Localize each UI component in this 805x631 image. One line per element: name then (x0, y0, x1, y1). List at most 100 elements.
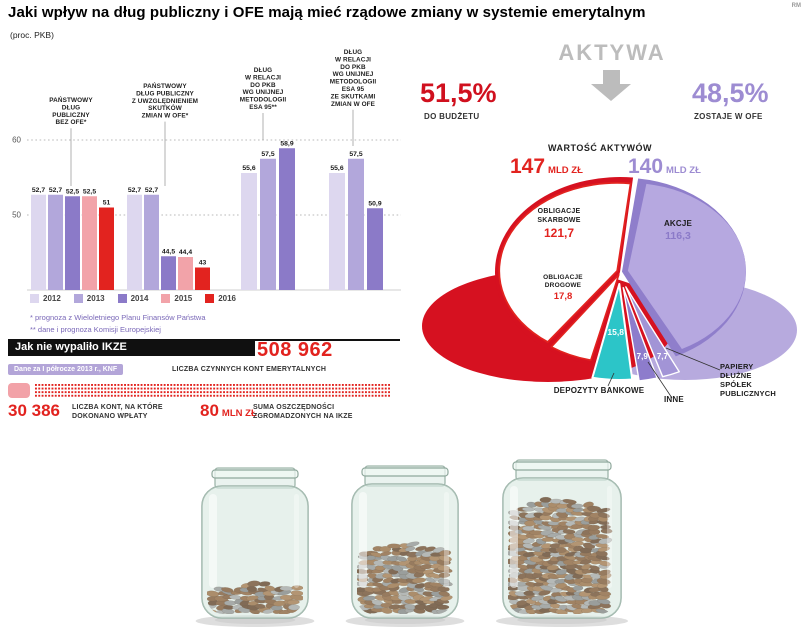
down-arrow-icon (603, 70, 620, 84)
bar-2014 (161, 256, 176, 290)
coin (221, 587, 234, 593)
pictogram-dot (282, 394, 285, 397)
pictogram-dot (137, 387, 140, 390)
pie-value-label: 7,9 (637, 352, 649, 361)
pictogram-dot (262, 387, 265, 390)
pictogram-dot (167, 391, 169, 394)
pictogram-dot (229, 394, 232, 397)
footnote-1: * prognoza z Wieloletniego Planu Finansó… (30, 313, 206, 322)
legend-swatch-2015 (161, 294, 171, 303)
pictogram-dot (302, 391, 305, 394)
bar-2013 (48, 194, 63, 290)
pictogram-dot (242, 394, 245, 397)
pictogram-dot (44, 391, 47, 394)
pictogram-dot (275, 387, 278, 390)
coin (424, 546, 436, 552)
pictogram-dot (246, 394, 249, 397)
bar-value-label: 52,7 (49, 187, 62, 194)
y-tick-label: 50 (12, 211, 21, 220)
bar-group-label: W RELACJI (245, 74, 281, 81)
pictogram-dot (285, 384, 288, 386)
pictogram-dot (272, 384, 275, 386)
pictogram-dot (378, 394, 381, 397)
bar-group-label: DO PKB (340, 64, 366, 71)
pictogram-dot (101, 384, 103, 386)
bar-group-label: ZMIAN W OFE (331, 101, 376, 108)
pictogram-dot (371, 394, 374, 397)
pictogram-dot (104, 387, 107, 390)
pictogram-dot (388, 387, 390, 390)
legend-swatch-2012 (30, 294, 39, 303)
pictogram-dot (173, 394, 176, 397)
pictogram-dot (226, 384, 229, 386)
pictogram-dot (87, 394, 90, 397)
pictogram-dot (384, 384, 387, 386)
pictogram-dot (275, 394, 278, 397)
ikze-header: Jak nie wypaliło IKZE (8, 339, 255, 356)
pictogram-dot (77, 387, 80, 390)
pictogram-dot (193, 384, 196, 386)
pictogram-dot (269, 394, 272, 397)
pictogram-dot (351, 391, 354, 394)
pictogram-dot (216, 394, 219, 397)
pictogram-dot (160, 384, 163, 386)
pictogram-dot (150, 387, 153, 390)
bar-group-label: DŁUG (254, 67, 273, 74)
pictogram-dot (163, 391, 166, 394)
coin (587, 524, 601, 531)
pictogram-dot (299, 387, 301, 390)
pictogram-dot (295, 387, 298, 390)
pictogram-dot (41, 394, 44, 397)
pictogram-dot (305, 394, 308, 397)
pictogram-dot (239, 387, 242, 390)
pictogram-dot (84, 394, 87, 397)
pictogram-dot (74, 384, 77, 386)
pictogram-dot (388, 384, 390, 386)
pictogram-dot (318, 391, 321, 394)
bar-value-label: 44,5 (162, 248, 175, 255)
pictogram-dot (223, 394, 225, 397)
pictogram-dot (374, 394, 377, 397)
pictogram-dot (117, 391, 120, 394)
pictogram-dot (58, 387, 60, 390)
jar-1 (195, 467, 315, 627)
pictogram-dot (295, 384, 298, 386)
pictogram-dot (71, 391, 74, 394)
pictogram-dot (74, 394, 77, 397)
pictogram-dot (325, 387, 328, 390)
pictogram-dot (312, 394, 315, 397)
coin (562, 499, 577, 504)
pictogram-dot (51, 391, 54, 394)
pictogram-dot (120, 384, 123, 386)
pictogram-dot (143, 384, 146, 386)
pictogram-dot (94, 394, 97, 397)
pictogram-dot (295, 394, 298, 397)
pictogram-dot (140, 394, 143, 397)
pictogram-dot (305, 387, 308, 390)
ikze-pictogram-start-block (8, 382, 30, 398)
pictogram-dot (153, 384, 156, 386)
pictogram-dot (345, 391, 348, 394)
pictogram-dot (193, 394, 196, 397)
pictogram-dot (209, 394, 212, 397)
coin (600, 524, 611, 530)
down-arrow-head-icon (591, 84, 631, 101)
pictogram-dot (58, 394, 60, 397)
chart-legend: 2012 2013 2014 2015 2016 (30, 294, 236, 303)
papiery-leader-line (665, 347, 721, 371)
jar-glass-tint (202, 486, 308, 618)
pictogram-dot (170, 387, 173, 390)
pictogram-dot (256, 391, 258, 394)
pictogram-dot (315, 384, 318, 386)
coin-pile (508, 496, 613, 614)
bar-value-label: 52,7 (145, 187, 158, 194)
pictogram-dot (61, 391, 64, 394)
bar-2012 (241, 173, 257, 290)
pictogram-dot (38, 384, 41, 386)
pictogram-dot (275, 391, 278, 394)
pictogram-dot (130, 394, 133, 397)
ikze-savings-label: SUMA OSZCZĘDNOŚCI ZGROMADZONYCH NA IKZE (253, 404, 353, 420)
pictogram-dot (275, 384, 278, 386)
pictogram-dot (226, 391, 229, 394)
bar-2014 (367, 208, 383, 290)
